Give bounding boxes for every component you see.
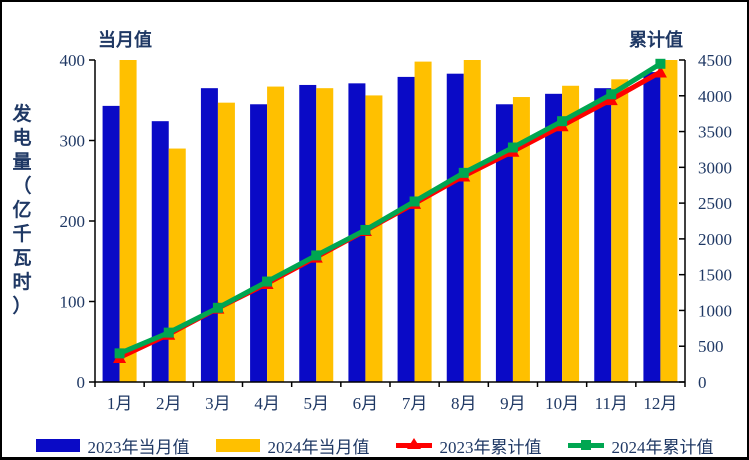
svg-text:100: 100 xyxy=(60,293,86,312)
svg-text:2月: 2月 xyxy=(156,394,182,413)
bar xyxy=(102,105,120,382)
svg-text:5月: 5月 xyxy=(304,394,330,413)
svg-text:3500: 3500 xyxy=(698,123,732,142)
svg-text:200: 200 xyxy=(60,212,86,231)
bar xyxy=(446,73,464,382)
legend-label-2023-cumulative: 2023年累计值 xyxy=(439,437,542,457)
svg-text:4500: 4500 xyxy=(698,51,732,70)
svg-text:2500: 2500 xyxy=(698,194,732,213)
bar xyxy=(267,86,285,382)
bar xyxy=(397,76,415,382)
bar xyxy=(594,88,612,383)
legend-label-2023-monthly: 2023年当月值 xyxy=(87,437,190,457)
bars xyxy=(102,60,678,383)
legend-swatch-2024-cumulative xyxy=(567,436,604,454)
square-marker xyxy=(606,89,617,100)
svg-text:1500: 1500 xyxy=(698,266,732,285)
square-marker xyxy=(114,348,125,359)
triangle-marker xyxy=(653,65,667,78)
bar xyxy=(316,88,334,383)
bar xyxy=(168,148,186,382)
legend: 2023年当月值 2024年当月值 2023年累计值 2024年累计值 xyxy=(2,432,747,458)
svg-text:300: 300 xyxy=(60,132,86,151)
axes xyxy=(89,59,686,387)
cumulative-line xyxy=(114,58,666,359)
right-axis-caption: 累计值 xyxy=(629,30,683,50)
square-marker xyxy=(409,196,420,207)
svg-text:0: 0 xyxy=(77,373,86,392)
square-marker xyxy=(655,58,666,69)
legend-label-2024-monthly: 2024年当月值 xyxy=(267,437,370,457)
svg-text:6月: 6月 xyxy=(353,394,379,413)
legend-item-2023-cumulative: 2023年累计值 xyxy=(395,433,542,458)
bar xyxy=(151,121,169,383)
svg-text:12月: 12月 xyxy=(643,394,677,413)
svg-text:8月: 8月 xyxy=(451,394,477,413)
svg-text:3月: 3月 xyxy=(205,394,231,413)
bar xyxy=(250,104,268,383)
svg-text:0: 0 xyxy=(698,373,707,392)
square-marker xyxy=(360,224,371,235)
svg-text:4000: 4000 xyxy=(698,87,732,106)
square-marker xyxy=(212,302,223,313)
bar xyxy=(562,85,580,382)
legend-label-2024-cumulative: 2024年累计值 xyxy=(611,437,714,457)
bar xyxy=(365,95,383,383)
square-marker xyxy=(311,250,322,261)
svg-text:7月: 7月 xyxy=(402,394,428,413)
svg-text:9月: 9月 xyxy=(500,394,526,413)
legend-swatch-2023-monthly xyxy=(35,438,80,452)
svg-text:500: 500 xyxy=(698,337,724,356)
svg-text:10月: 10月 xyxy=(545,394,579,413)
bar xyxy=(200,88,218,383)
legend-item-2024-cumulative: 2024年累计值 xyxy=(567,433,714,458)
bar xyxy=(217,102,235,382)
legend-item-2023-monthly: 2023年当月值 xyxy=(35,433,190,458)
bar xyxy=(643,72,661,382)
y-axis-title: 发电量（亿千瓦时） xyxy=(12,104,32,317)
svg-text:400: 400 xyxy=(60,51,86,70)
legend-swatch-2023-cumulative xyxy=(395,436,432,454)
bar xyxy=(495,104,513,383)
bar xyxy=(463,60,481,382)
bar xyxy=(414,61,432,383)
square-marker xyxy=(458,167,469,178)
bar xyxy=(512,97,530,382)
bar xyxy=(119,60,137,382)
square-marker xyxy=(262,276,273,287)
bar xyxy=(611,79,629,382)
svg-text:4月: 4月 xyxy=(254,394,280,413)
bar xyxy=(545,93,563,382)
legend-item-2024-monthly: 2024年当月值 xyxy=(215,433,370,458)
left-axis-caption: 当月值 xyxy=(98,30,152,50)
square-marker xyxy=(507,142,518,153)
square-marker xyxy=(163,327,174,338)
svg-text:1月: 1月 xyxy=(107,394,133,413)
square-marker xyxy=(557,116,568,127)
svg-text:3000: 3000 xyxy=(698,158,732,177)
bar xyxy=(660,60,678,382)
axis-labels: 0100200300400050010001500200025003000350… xyxy=(60,51,733,413)
svg-text:1000: 1000 xyxy=(698,301,732,320)
svg-text:2000: 2000 xyxy=(698,230,732,249)
legend-swatch-2024-monthly xyxy=(215,438,260,452)
bar xyxy=(299,84,317,382)
svg-text:11月: 11月 xyxy=(595,394,628,413)
